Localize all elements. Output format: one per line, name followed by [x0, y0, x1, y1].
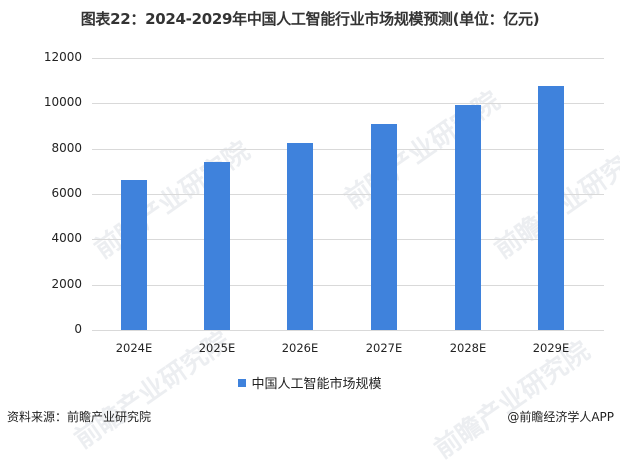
source-note: 资料来源：前瞻产业研究院 — [7, 410, 152, 424]
y-tick-label: 2000 — [51, 276, 82, 291]
gridline — [92, 194, 604, 195]
legend-label: 中国人工智能市场规模 — [251, 377, 382, 392]
legend-swatch — [238, 379, 247, 387]
gridline — [92, 103, 604, 105]
x-tick-label: 2024E — [115, 341, 153, 355]
gridline — [92, 148, 604, 150]
bar-2027E — [371, 123, 397, 330]
bar-2024E — [121, 179, 147, 330]
credit-note: @前瞻经济学人APP — [507, 410, 614, 424]
gridline — [92, 330, 604, 331]
y-tick-label: 12000 — [43, 50, 82, 64]
bar-2029E — [538, 86, 564, 330]
y-tick-label: 6000 — [51, 186, 82, 200]
y-tick-label: 8000 — [51, 140, 82, 155]
watermark: 前瞻产业研究院 — [89, 136, 256, 266]
bar-2025E — [204, 162, 230, 330]
x-tick-label: 2025E — [198, 341, 236, 355]
bar-2026E — [287, 143, 313, 330]
gridline — [92, 58, 604, 59]
gridline — [92, 239, 604, 241]
y-tick-label: 4000 — [51, 231, 82, 246]
bar-2028E — [455, 105, 481, 330]
x-tick-label: 2029E — [532, 341, 570, 355]
x-tick-label: 2028E — [449, 341, 487, 355]
x-tick-label: 2026E — [281, 341, 319, 355]
plot-area: 前瞻产业研究院前瞻产业研究院前瞻产业研究院前瞻产业研究院前瞻产业研究院02000… — [43, 50, 620, 465]
gridline — [92, 284, 604, 286]
legend: 中国人工智能市场规模 — [0, 373, 620, 392]
y-tick-label: 0 — [74, 322, 82, 336]
chart-title: 图表22：2024-2029年中国人工智能行业市场规模预测(单位：亿元) — [80, 10, 540, 28]
x-tick-label: 2027E — [365, 341, 403, 355]
y-tick-label: 10000 — [43, 95, 82, 110]
